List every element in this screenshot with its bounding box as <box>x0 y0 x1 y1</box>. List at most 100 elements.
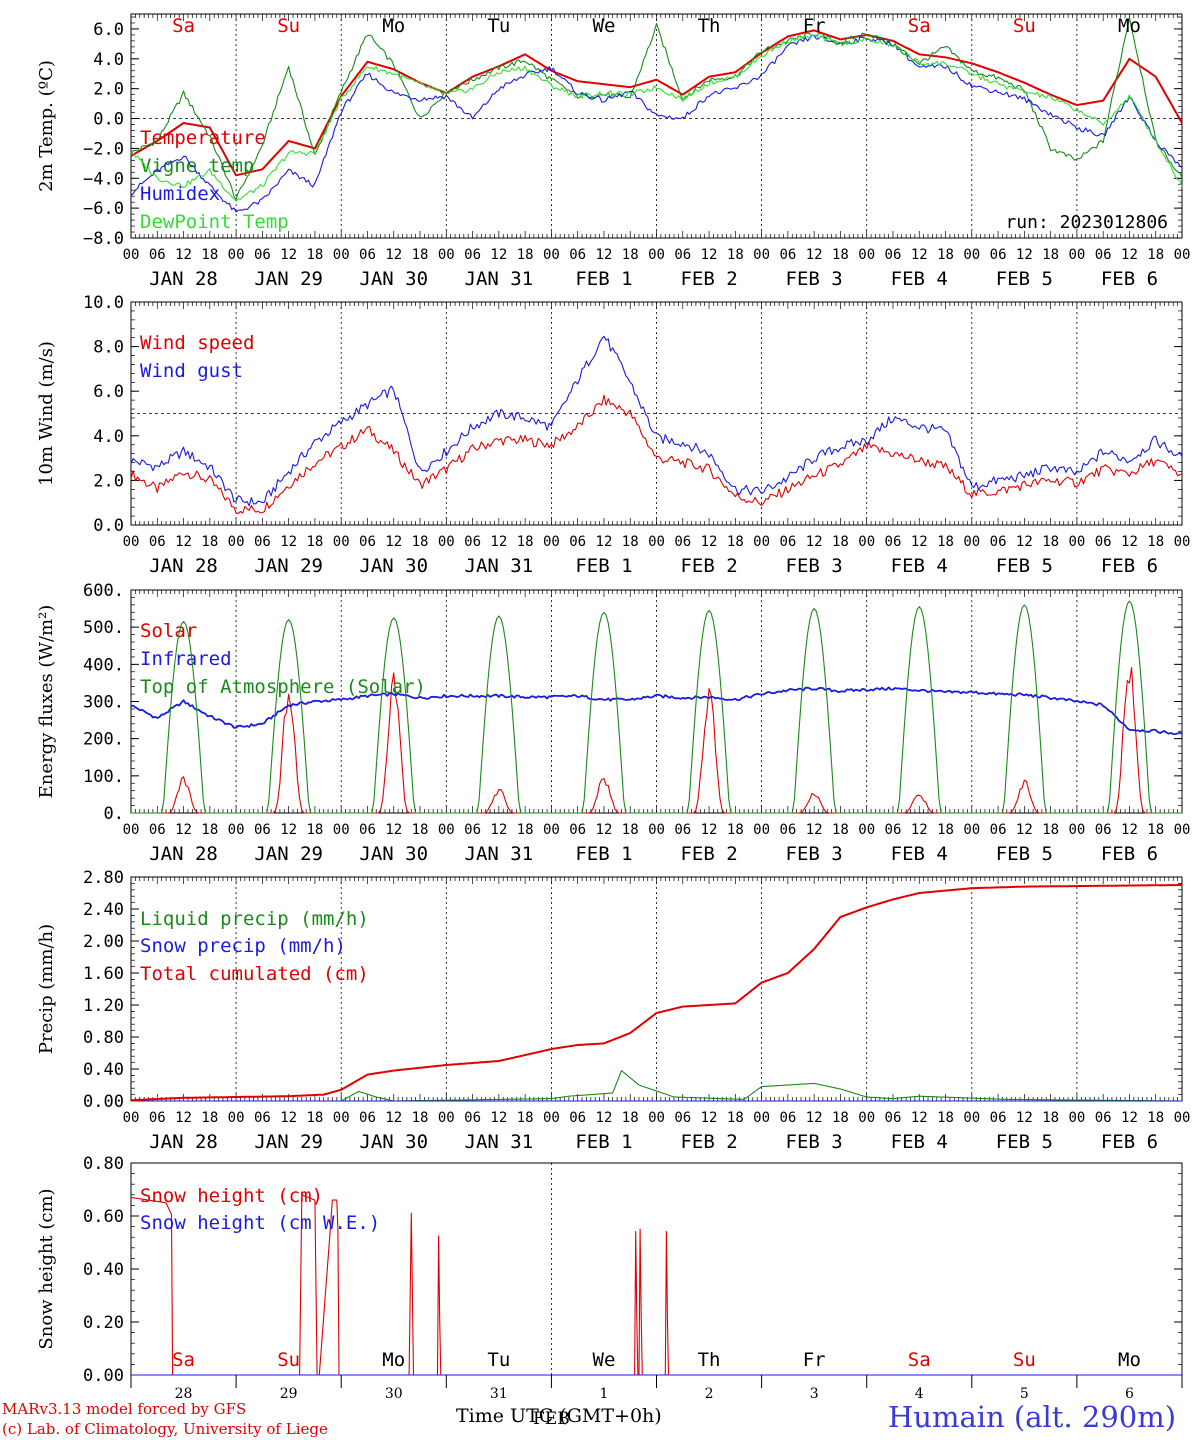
footer-model-credit: MARv3.13 model forced by GFS <box>2 1400 247 1418</box>
hour-tick-label: 06 <box>149 534 166 550</box>
hour-tick-label: 00 <box>753 1110 770 1126</box>
date-label: FEB 1 <box>575 555 632 577</box>
day-name-top: Mo <box>382 15 405 37</box>
hour-tick-label: 12 <box>175 247 192 263</box>
hour-tick-label: 18 <box>727 247 744 263</box>
hour-tick-label: 00 <box>648 534 665 550</box>
hour-tick-label: 12 <box>490 534 507 550</box>
y-tick-label: 6.0 <box>93 20 124 40</box>
legend-entry: DewPoint Temp <box>140 211 289 233</box>
hour-tick-label: 06 <box>990 1110 1007 1126</box>
day-name-bottom: Tu <box>487 1349 510 1371</box>
date-label: FEB 6 <box>1101 555 1158 577</box>
y-tick-label: 0.0 <box>93 516 124 536</box>
day-name-top: Su <box>1013 15 1036 37</box>
legend-entry: Snow precip (mm/h) <box>140 935 346 957</box>
series-line <box>130 29 1183 177</box>
hour-tick-label: 12 <box>1016 1110 1033 1126</box>
date-label: JAN 30 <box>359 843 428 865</box>
hour-tick-label: 12 <box>806 822 823 838</box>
y-tick-label: 600. <box>83 581 124 601</box>
day-name-top: Mo <box>1118 15 1141 37</box>
date-label: JAN 30 <box>359 268 428 290</box>
hour-tick-label: 00 <box>228 534 245 550</box>
date-label: JAN 28 <box>149 555 218 577</box>
legend-entry: Wind speed <box>140 332 254 354</box>
hour-tick-label: 00 <box>1174 247 1191 263</box>
y-tick-label: 0.0 <box>93 110 124 130</box>
date-label: FEB 6 <box>1101 843 1158 865</box>
day-name-top: We <box>593 15 616 37</box>
hour-tick-label: 06 <box>254 247 271 263</box>
hour-tick-label: 00 <box>123 822 140 838</box>
date-label: FEB 4 <box>891 268 948 290</box>
hour-tick-label: 00 <box>1068 534 1085 550</box>
hour-tick-label: 00 <box>963 247 980 263</box>
hour-tick-label: 06 <box>464 247 481 263</box>
hour-tick-label: 06 <box>885 247 902 263</box>
hour-tick-label: 18 <box>517 1110 534 1126</box>
hour-tick-label: 18 <box>412 822 429 838</box>
hour-tick-label: 18 <box>1042 1110 1059 1126</box>
hour-tick-label: 06 <box>779 822 796 838</box>
hour-tick-label: 00 <box>648 822 665 838</box>
date-label: JAN 28 <box>149 1131 218 1153</box>
day-name-top: Tu <box>487 15 510 37</box>
date-label: FEB 4 <box>891 1131 948 1153</box>
day-name-bottom: Sa <box>172 1349 195 1371</box>
y-tick-label: 500. <box>83 618 124 638</box>
y-tick-label: 8.0 <box>93 338 124 358</box>
hour-tick-label: 12 <box>1016 534 1033 550</box>
y-tick-label: −8.0 <box>83 229 124 249</box>
date-label: FEB 4 <box>891 843 948 865</box>
hour-tick-label: 18 <box>412 1110 429 1126</box>
hour-tick-label: 12 <box>490 1110 507 1126</box>
hour-tick-label: 18 <box>306 1110 323 1126</box>
hour-tick-label: 00 <box>228 1110 245 1126</box>
hour-tick-label: 06 <box>779 247 796 263</box>
day-number-label: 29 <box>280 1386 298 1402</box>
date-label: JAN 29 <box>254 268 323 290</box>
hour-tick-label: 06 <box>254 1110 271 1126</box>
date-label: FEB 5 <box>996 843 1053 865</box>
hour-tick-label: 18 <box>1147 822 1164 838</box>
hour-tick-label: 18 <box>412 247 429 263</box>
series-line <box>131 884 1182 1102</box>
day-name-bottom: Sa <box>908 1349 931 1371</box>
y-tick-label: 100. <box>83 767 124 787</box>
hour-tick-label: 18 <box>622 1110 639 1126</box>
hour-tick-label: 18 <box>1147 534 1164 550</box>
date-label: FEB 4 <box>891 555 948 577</box>
hour-tick-label: 18 <box>1042 822 1059 838</box>
hour-tick-label: 00 <box>963 534 980 550</box>
hour-tick-label: 00 <box>543 247 560 263</box>
day-name-bottom: Mo <box>382 1349 405 1371</box>
date-label: FEB 2 <box>680 555 737 577</box>
hour-tick-label: 06 <box>569 1110 586 1126</box>
hour-tick-label: 12 <box>701 822 718 838</box>
date-label: JAN 28 <box>149 268 218 290</box>
day-number-label: 30 <box>385 1386 403 1402</box>
day-name-bottom: Th <box>698 1349 721 1371</box>
date-label: FEB 3 <box>786 843 843 865</box>
hour-tick-label: 00 <box>858 247 875 263</box>
hour-tick-label: 18 <box>937 247 954 263</box>
day-number-label: 2 <box>705 1386 714 1402</box>
hour-tick-label: 18 <box>727 1110 744 1126</box>
hour-tick-label: 12 <box>806 1110 823 1126</box>
date-label: FEB 6 <box>1101 268 1158 290</box>
hour-tick-label: 00 <box>228 822 245 838</box>
hour-tick-label: 06 <box>674 247 691 263</box>
y-tick-label: 200. <box>83 730 124 750</box>
hour-tick-label: 12 <box>1121 247 1138 263</box>
hour-tick-label: 18 <box>201 1110 218 1126</box>
hour-tick-label: 00 <box>963 822 980 838</box>
hour-tick-label: 12 <box>175 1110 192 1126</box>
hour-tick-label: 12 <box>806 247 823 263</box>
y-tick-label: 300. <box>83 693 124 713</box>
hour-tick-label: 18 <box>1147 247 1164 263</box>
hour-tick-label: 06 <box>464 1110 481 1126</box>
footer-lab-credit: (c) Lab. of Climatology, University of L… <box>2 1420 328 1438</box>
y-tick-label: −2.0 <box>83 139 124 159</box>
